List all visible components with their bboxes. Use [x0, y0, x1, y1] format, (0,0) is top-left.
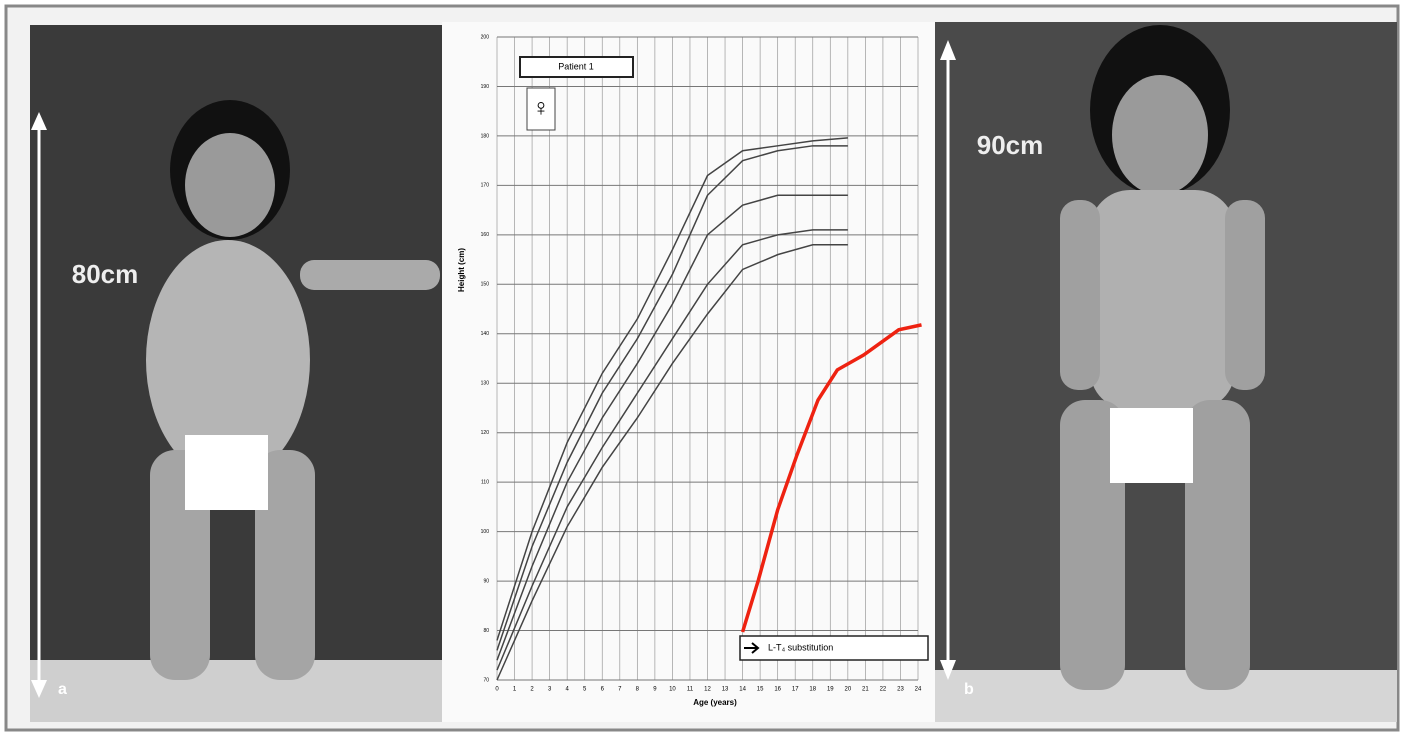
y-axis-label: Height (cm) [457, 248, 466, 292]
right-photo [935, 22, 1397, 722]
x-tick-label: 15 [757, 687, 764, 693]
x-tick-label: 23 [897, 687, 904, 693]
left-photo [30, 25, 442, 722]
y-tick-label: 180 [481, 133, 490, 139]
y-tick-label: 190 [481, 84, 490, 90]
patient-label: Patient 1 [558, 61, 594, 71]
y-tick-label: 70 [483, 677, 489, 683]
y-tick-label: 200 [481, 34, 490, 40]
figure: 80cm a 90cm b 01234567891011121314151617… [0, 0, 1404, 736]
height-label: 80cm [72, 259, 139, 289]
y-tick-label: 80 [483, 628, 489, 634]
x-tick-label: 14 [739, 687, 746, 693]
y-tick-label: 150 [481, 282, 490, 288]
x-tick-label: 11 [687, 687, 694, 693]
sex-symbol: ♀ [532, 94, 550, 121]
x-tick-label: 22 [880, 687, 887, 693]
x-axis-label: Age (years) [693, 698, 737, 707]
x-tick-label: 19 [827, 687, 834, 693]
x-tick-label: 10 [669, 687, 676, 693]
y-tick-label: 120 [481, 430, 490, 436]
height-label: 90cm [977, 130, 1044, 160]
annotation: L-T₄ substitution [768, 642, 833, 652]
x-tick-label: 17 [792, 687, 799, 693]
y-tick-label: 100 [481, 529, 490, 535]
y-tick-label: 110 [481, 479, 489, 485]
x-tick-label: 20 [844, 687, 851, 693]
x-tick-label: 16 [774, 687, 781, 693]
x-tick-label: 21 [862, 687, 869, 693]
panel-letter: b [964, 681, 974, 698]
x-tick-label: 24 [915, 687, 922, 693]
y-tick-label: 160 [481, 232, 490, 238]
y-tick-label: 140 [481, 331, 490, 337]
x-tick-label: 18 [809, 687, 816, 693]
x-tick-label: 12 [704, 687, 711, 693]
panel-letter: a [58, 681, 67, 698]
y-tick-label: 130 [481, 381, 490, 387]
chart-background [442, 22, 935, 722]
y-tick-label: 170 [481, 183, 490, 189]
x-tick-label: 13 [722, 687, 729, 693]
y-tick-label: 90 [483, 578, 489, 584]
